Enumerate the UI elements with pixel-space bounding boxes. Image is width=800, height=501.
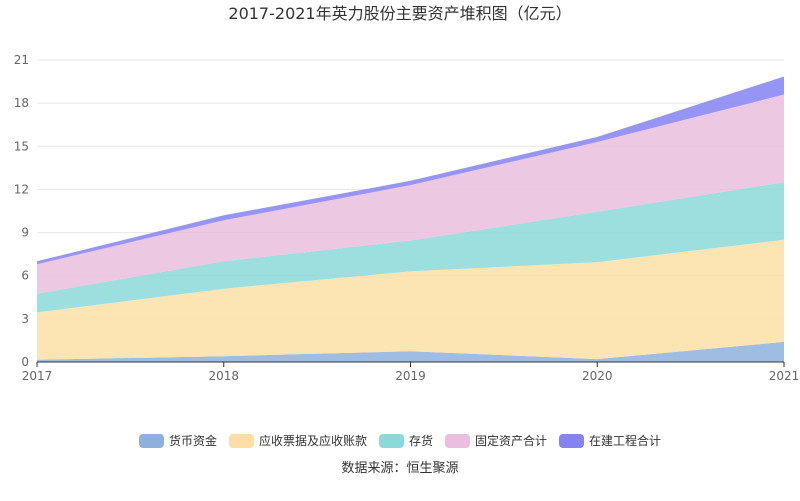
- x-tick-label-2019: 2019: [395, 369, 426, 383]
- data-source: 数据来源：恒生聚源: [341, 461, 458, 476]
- y-tick-label-12: 12: [14, 182, 29, 196]
- legend-swatch-2: [379, 434, 404, 448]
- legend-swatch-3: [445, 434, 470, 448]
- legend-label-4: 在建工程合计: [589, 433, 661, 448]
- y-tick-label-6: 6: [21, 269, 29, 283]
- y-tick-label-0: 0: [21, 355, 29, 369]
- legend-label-1: 应收票据及应收账款: [259, 433, 367, 448]
- legend-label-0: 货币资金: [169, 433, 217, 448]
- legend-swatch-4: [559, 434, 584, 448]
- legend-label-2: 存货: [409, 433, 433, 448]
- y-tick-label-15: 15: [14, 139, 29, 153]
- chart-title: 2017-2021年英力股份主要资产堆积图（亿元）: [228, 4, 571, 23]
- area-series-2: [37, 182, 784, 313]
- legend: 货币资金 应收票据及应收账款 存货 固定资产合计 在建工程合计: [139, 433, 661, 448]
- axes: 2017 2018 2019 2020 2021: [22, 361, 800, 383]
- x-tick-label-2020: 2020: [582, 369, 613, 383]
- area-series-4: [37, 76, 784, 265]
- legend-swatch-0: [139, 434, 164, 448]
- y-tick-label-18: 18: [14, 96, 29, 110]
- x-tick-label-2017: 2017: [22, 369, 53, 383]
- area-series-3: [37, 94, 784, 294]
- y-tick-label-9: 9: [21, 226, 29, 240]
- area-series-0: [37, 341, 784, 362]
- legend-swatch-1: [229, 434, 254, 448]
- y-tick-label-3: 3: [21, 312, 29, 326]
- x-tick-label-2018: 2018: [208, 369, 239, 383]
- legend-label-3: 固定资产合计: [475, 433, 547, 448]
- y-tick-label-21: 21: [14, 53, 29, 67]
- plot-area: [37, 76, 784, 362]
- area-series-1: [37, 239, 784, 360]
- x-tick-label-2021: 2021: [769, 369, 800, 383]
